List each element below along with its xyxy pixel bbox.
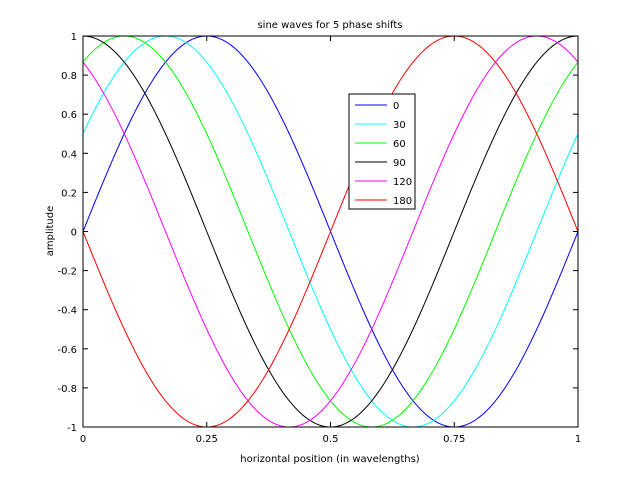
x-tick-label: 0.75 xyxy=(443,434,465,445)
legend-label-30: 30 xyxy=(393,120,406,131)
y-tick-label: 1 xyxy=(71,32,77,43)
x-tick-label: 0 xyxy=(80,434,86,445)
y-tick-label: 0.6 xyxy=(61,110,77,121)
y-tick-label: -1 xyxy=(67,423,77,434)
legend-label-0: 0 xyxy=(393,101,399,112)
x-tick-label: 0.5 xyxy=(323,434,339,445)
y-tick-label: 0.4 xyxy=(61,149,77,160)
y-tick-label: 0.8 xyxy=(61,71,77,82)
series-line-180 xyxy=(82,35,579,428)
legend-label-120: 120 xyxy=(393,177,412,188)
ticks-layer: 0 0.25 0.5 0.75 1 -1 -0.8 -0.6 -0.4 -0.2 0 0.2 0.4 0.… xyxy=(57,32,581,445)
y-axis-label: amplitude xyxy=(45,206,56,257)
y-tick-label: -0.4 xyxy=(57,306,77,317)
y-tick-label: -0.2 xyxy=(57,267,77,278)
y-tick-label: 0.2 xyxy=(61,188,77,199)
legend-label-180: 180 xyxy=(393,196,412,207)
legend-label-90: 90 xyxy=(393,158,406,169)
x-tick-label: 1 xyxy=(575,434,581,445)
legend-box xyxy=(348,93,416,210)
x-axis-label: horizontal position (in wavelengths) xyxy=(240,454,420,465)
y-tick-label: -0.6 xyxy=(57,345,77,356)
y-tick-label: -0.8 xyxy=(57,384,77,395)
chart-title: sine waves for 5 phase shifts xyxy=(257,20,402,31)
legend: 0 30 60 90 120 180 xyxy=(348,93,416,210)
series-layer xyxy=(82,35,579,428)
legend-label-60: 60 xyxy=(393,139,406,150)
x-tick-label: 0.25 xyxy=(196,434,218,445)
y-tick-label: 0 xyxy=(71,228,77,239)
